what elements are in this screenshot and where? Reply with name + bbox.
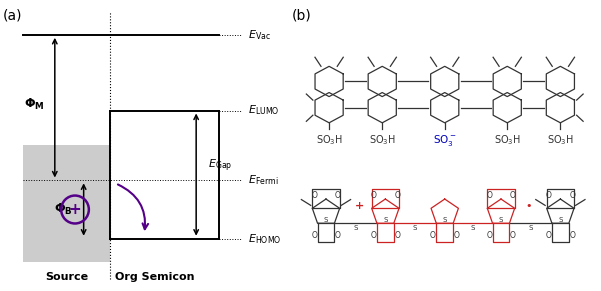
Text: $E_\mathrm{HOMO}$: $E_\mathrm{HOMO}$ [248, 232, 281, 246]
Text: S: S [528, 225, 533, 231]
Text: $\mathregular{SO_3^-}$: $\mathregular{SO_3^-}$ [433, 133, 457, 148]
Text: O: O [335, 191, 341, 200]
Text: O: O [394, 231, 400, 240]
Text: $E_\mathrm{Fermi}$: $E_\mathrm{Fermi}$ [248, 173, 279, 187]
Text: O: O [335, 231, 341, 240]
Text: Org Semicon: Org Semicon [115, 272, 195, 282]
Text: SO$_3$H: SO$_3$H [494, 133, 520, 147]
Text: $E_\mathrm{LUMO}$: $E_\mathrm{LUMO}$ [248, 104, 279, 118]
Text: O: O [371, 191, 376, 200]
Text: +: + [69, 202, 81, 217]
Text: O: O [371, 231, 376, 240]
Text: Source: Source [45, 272, 88, 282]
Text: SO$_3$H: SO$_3$H [316, 133, 343, 147]
Text: SO$_3$H: SO$_3$H [369, 133, 395, 147]
Text: (a): (a) [3, 9, 22, 23]
Text: $E_\mathrm{Vac}$: $E_\mathrm{Vac}$ [248, 28, 271, 42]
Text: O: O [311, 231, 317, 240]
Text: O: O [394, 191, 400, 200]
Text: SO$_3$H: SO$_3$H [547, 133, 574, 147]
Text: O: O [486, 191, 492, 200]
Text: S: S [499, 217, 503, 223]
Text: O: O [569, 191, 575, 200]
Text: $\mathbf{\Phi_M}$: $\mathbf{\Phi_M}$ [24, 97, 45, 112]
Text: +: + [355, 201, 364, 211]
Text: O: O [430, 231, 436, 240]
Text: O: O [546, 191, 551, 200]
Text: S: S [383, 217, 388, 223]
Text: $E_\mathrm{Gap}$: $E_\mathrm{Gap}$ [208, 158, 232, 174]
Text: (b): (b) [291, 9, 311, 23]
Text: O: O [486, 231, 492, 240]
Text: S: S [442, 217, 447, 223]
Text: O: O [510, 231, 516, 240]
Text: S: S [353, 225, 358, 231]
Text: S: S [558, 217, 563, 223]
Text: •: • [525, 201, 531, 211]
Text: O: O [311, 191, 317, 200]
Text: S: S [324, 217, 328, 223]
Bar [23, 146, 109, 262]
Text: O: O [546, 231, 551, 240]
Text: O: O [454, 231, 460, 240]
Text: O: O [510, 191, 516, 200]
Text: O: O [569, 231, 575, 240]
Text: $\mathbf{\Phi_B}$: $\mathbf{\Phi_B}$ [54, 202, 73, 217]
Text: S: S [471, 225, 475, 231]
Text: S: S [413, 225, 417, 231]
